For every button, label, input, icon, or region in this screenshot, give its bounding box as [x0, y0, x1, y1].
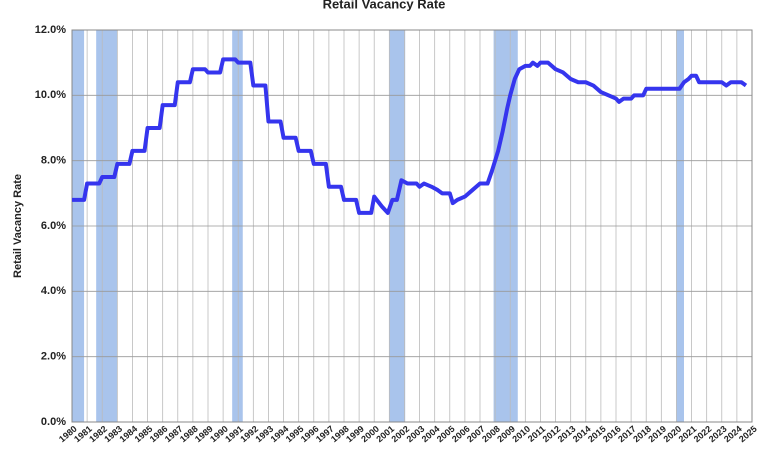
y-tick-label: 8.0% [41, 155, 66, 167]
data-line [72, 57, 748, 215]
y-axis-label: Retail Vacancy Rate [12, 174, 24, 278]
plot-border [71, 29, 753, 423]
y-tick-label: 12.0% [35, 24, 66, 36]
y-tick-label: 6.0% [41, 220, 66, 232]
chart-title: Retail Vacancy Rate [323, 0, 446, 11]
y-tick-label: 0.0% [41, 416, 66, 428]
y-tick-label: 2.0% [41, 351, 66, 363]
y-tick-label: 10.0% [35, 89, 66, 101]
x-tick-label: 2025 [737, 424, 759, 445]
y-tick-label: 4.0% [41, 285, 66, 297]
